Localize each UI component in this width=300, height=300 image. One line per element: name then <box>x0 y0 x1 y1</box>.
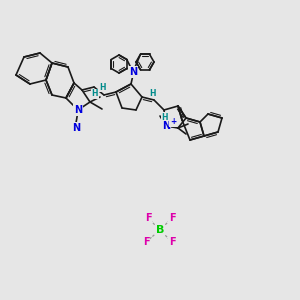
Text: B: B <box>156 225 164 235</box>
Text: F: F <box>143 237 149 247</box>
Text: F: F <box>169 213 175 223</box>
Text: F: F <box>169 237 175 247</box>
Text: H: H <box>92 89 98 98</box>
Text: H: H <box>150 88 156 98</box>
Text: +: + <box>170 118 176 127</box>
Text: H: H <box>162 112 168 122</box>
Text: N: N <box>162 121 170 131</box>
Text: N: N <box>72 123 80 133</box>
Text: F: F <box>145 213 151 223</box>
Text: N: N <box>74 105 82 115</box>
Text: N: N <box>129 67 137 77</box>
Text: H: H <box>99 82 105 91</box>
